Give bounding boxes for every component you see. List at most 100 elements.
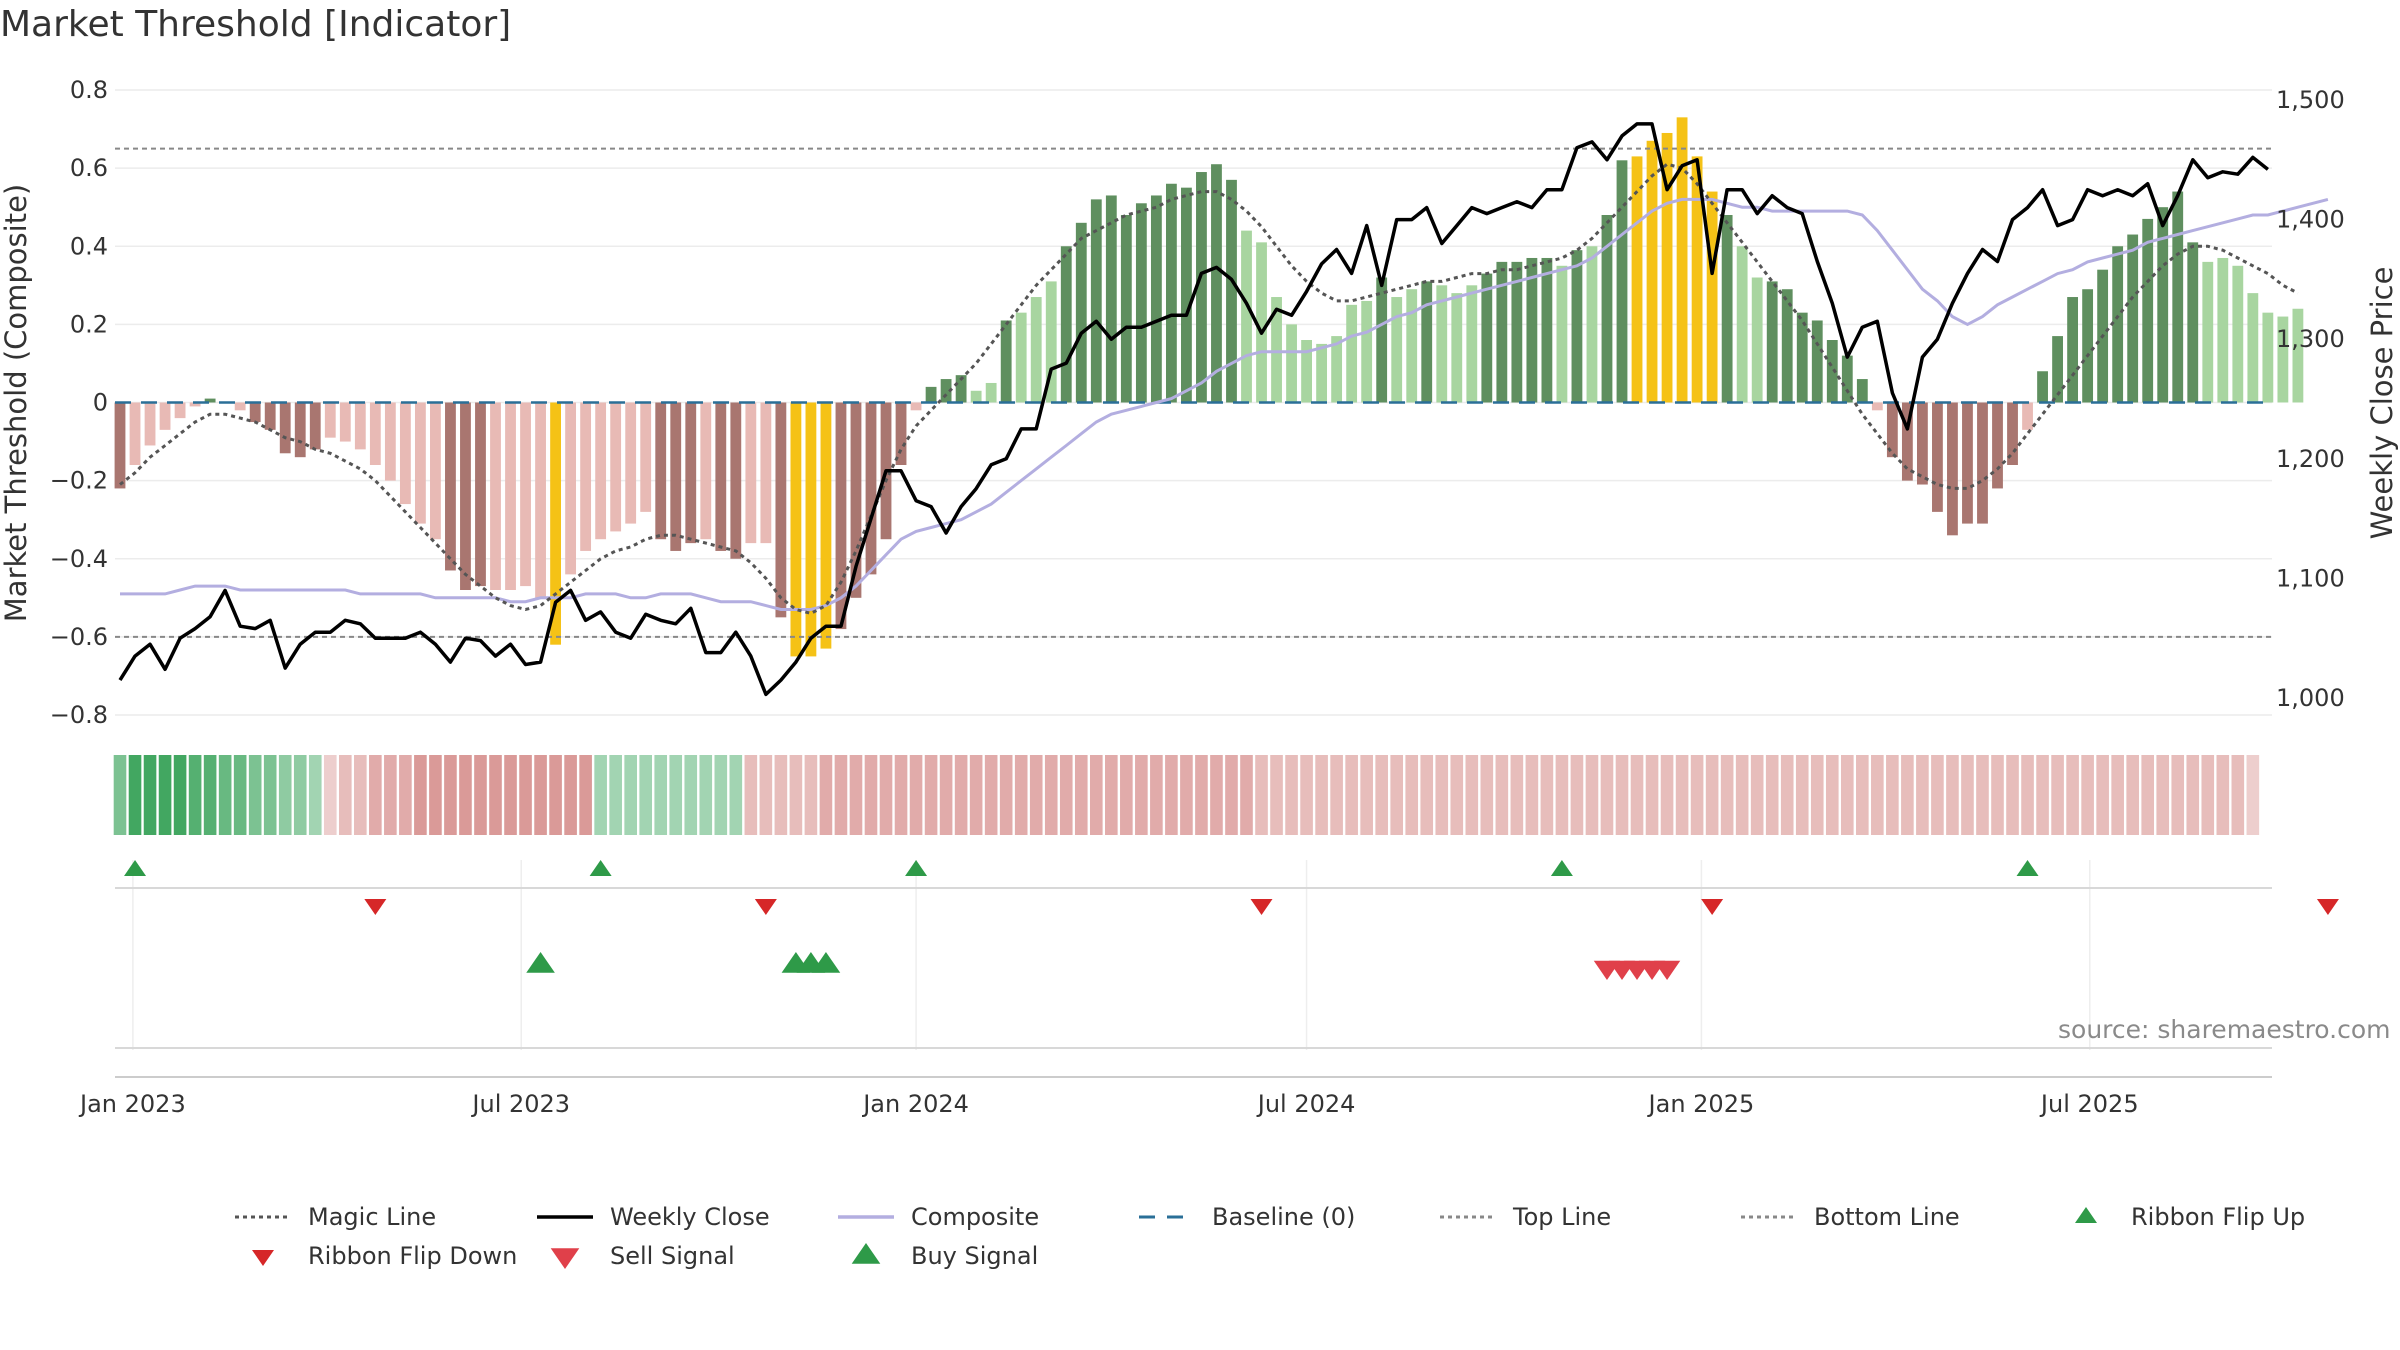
composite-bar xyxy=(850,402,862,598)
ribbon-cell xyxy=(669,755,683,835)
composite-bar xyxy=(1992,402,2003,489)
ribbon-cell xyxy=(954,755,968,835)
legend-label: Ribbon Flip Up xyxy=(2131,1203,2305,1231)
legend-item: Ribbon Flip Down xyxy=(252,1242,517,1270)
composite-bar xyxy=(655,402,667,540)
buy-signal-marker xyxy=(811,952,841,973)
composite-bar xyxy=(955,375,967,403)
composite-bar xyxy=(1150,195,1162,403)
y2-tick-label: 1,300 xyxy=(2276,325,2345,353)
composite-bar xyxy=(625,402,637,524)
chart-title: Market Threshold [Indicator] xyxy=(0,4,512,45)
ribbon-cell xyxy=(1931,755,1944,835)
composite-bar xyxy=(2262,312,2274,403)
ribbon-cell xyxy=(819,755,833,835)
composite-bar xyxy=(1496,261,1508,403)
ribbon-flip-down-marker xyxy=(754,899,777,915)
composite-bar xyxy=(1721,215,1733,403)
ribbon-cell xyxy=(1615,755,1629,835)
composite-bar xyxy=(2172,191,2184,403)
buy-signal-marker xyxy=(526,952,555,973)
ribbon-cell xyxy=(1074,755,1088,835)
ribbon-cell xyxy=(924,755,938,835)
composite-bar xyxy=(2007,402,2018,465)
composite-bar xyxy=(2157,207,2169,403)
ribbon-cell xyxy=(143,755,157,835)
composite-bar xyxy=(1751,277,1763,403)
composite-bar xyxy=(2052,336,2063,403)
composite-bar xyxy=(1631,156,1643,403)
composite-bar xyxy=(1736,246,1748,403)
composite-bar xyxy=(820,402,832,649)
legend-item: Weekly Close xyxy=(537,1203,770,1231)
series-lines xyxy=(115,122,2329,697)
magic-line xyxy=(119,162,2299,615)
ribbon-cell xyxy=(1480,755,1494,835)
ribbon-cell xyxy=(1315,755,1328,835)
ribbon-cell xyxy=(1645,755,1659,835)
ribbon-cell xyxy=(849,755,863,835)
composite-bar xyxy=(1601,215,1613,403)
composite-bar xyxy=(1436,285,1448,403)
legend-label: Sell Signal xyxy=(610,1242,735,1270)
composite-bar xyxy=(940,379,952,403)
x-tick-label: Jul 2024 xyxy=(1256,1090,1356,1118)
composite-bar xyxy=(2187,242,2199,403)
legend-label: Weekly Close xyxy=(610,1203,770,1231)
composite-bar xyxy=(144,402,156,446)
composite-bar xyxy=(264,402,276,430)
composite-bar xyxy=(1090,199,1102,403)
ribbon-cell xyxy=(1961,755,1974,835)
composite-bar xyxy=(1781,289,1793,403)
ribbon-flip-up-marker xyxy=(124,860,147,876)
ribbon-cell xyxy=(894,755,908,835)
ribbon-cell xyxy=(414,755,427,835)
composite-bar xyxy=(730,402,742,559)
composite-bar xyxy=(174,402,186,419)
composite-bar xyxy=(1571,250,1583,403)
ribbon-cell xyxy=(1720,755,1734,835)
ribbon-cell xyxy=(1585,755,1599,835)
ribbon-cell xyxy=(1285,755,1298,835)
ribbon-cell xyxy=(474,755,487,835)
composite-bar xyxy=(1796,312,1808,403)
ribbon-cell xyxy=(2141,755,2155,835)
composite-bar xyxy=(865,402,877,575)
composite-bar xyxy=(1706,191,1718,403)
composite-bar xyxy=(1586,246,1598,403)
composite-bar xyxy=(2277,316,2289,403)
ribbon-cell xyxy=(2231,755,2245,835)
legend-label: Top Line xyxy=(1512,1203,1611,1231)
composite-bar xyxy=(1826,340,1838,403)
composite-bar xyxy=(970,390,982,403)
left-axis-ticks: 0.8 0.6 0.4 0.2 0 −0.2 −0.4 −0.6 −0.8 xyxy=(50,76,108,729)
ribbon-cell xyxy=(489,755,502,835)
composite-bar xyxy=(835,402,847,630)
legend-item: Ribbon Flip Up xyxy=(2075,1203,2305,1231)
composite-bar xyxy=(895,402,907,465)
ribbon-cell xyxy=(1150,755,1163,835)
ribbon-cell xyxy=(1240,755,1253,835)
composite-bar xyxy=(760,402,772,544)
ribbon-cell xyxy=(564,755,577,835)
ribbon-cell xyxy=(338,755,352,835)
ribbon-cell xyxy=(1675,755,1689,835)
composite-bar xyxy=(1691,156,1703,403)
ribbon-cell xyxy=(2006,755,2019,835)
ribbon-cell xyxy=(1901,755,1914,835)
x-tick-label: Jan 2024 xyxy=(861,1090,969,1118)
composite-bar xyxy=(535,402,546,598)
ribbon-cell xyxy=(1750,755,1764,835)
y2-tick-label: 1,000 xyxy=(2276,684,2345,712)
ribbon-cell xyxy=(158,755,172,835)
ribbon-cell xyxy=(1105,755,1118,835)
composite-bar xyxy=(1811,320,1823,403)
composite-bar xyxy=(715,402,727,551)
composite-bar xyxy=(384,402,396,481)
composite-bar xyxy=(234,402,246,411)
y2-tick-label: 1,100 xyxy=(2276,564,2345,592)
composite-bar xyxy=(2202,261,2214,403)
ribbon-cell xyxy=(2156,755,2170,835)
x-axis: Jan 2023 Jul 2023 Jan 2024 Jul 2024 Jan 2025… xyxy=(78,1076,2272,1118)
